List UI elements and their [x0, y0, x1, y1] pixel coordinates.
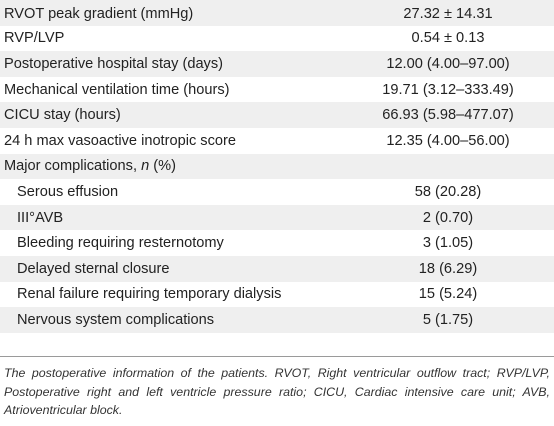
section-label-post: (%) — [149, 158, 176, 175]
row-value: 18 (6.29) — [418, 260, 478, 277]
table-bottom-rule — [0, 356, 554, 357]
row-value: 3 (1.05) — [422, 235, 474, 252]
row-label: Bleeding requiring resternotomy — [17, 235, 224, 252]
section-label-pre: Major complications, — [4, 158, 142, 175]
row-value: 27.32 ± 14.31 — [403, 6, 493, 23]
table-row: Mechanical ventilation time (hours) 19.7… — [0, 77, 554, 103]
row-label: Nervous system complications — [17, 311, 215, 328]
row-value: 0.54 ± 0.13 — [411, 30, 485, 47]
row-value: 58 (20.28) — [414, 183, 482, 200]
row-label: Postoperative hospital stay (days) — [4, 55, 224, 72]
row-value: 12.35 (4.00–56.00) — [386, 132, 510, 149]
section-label-n: n — [141, 158, 150, 175]
row-label: Renal failure requiring temporary dialys… — [17, 286, 282, 303]
row-label: III°AVB — [17, 209, 64, 226]
row-value: 12.00 (4.00–97.00) — [386, 55, 510, 72]
row-label: RVP/LVP — [4, 30, 65, 47]
table-row: CICU stay (hours) 66.93 (5.98–477.07) — [0, 102, 554, 128]
row-label: RVOT peak gradient (mmHg) — [4, 6, 194, 23]
row-value: 2 (0.70) — [422, 209, 474, 226]
table-row: Renal failure requiring temporary dialys… — [0, 282, 554, 308]
table-row: Delayed sternal closure 18 (6.29) — [0, 255, 554, 282]
row-label: Serous effusion — [17, 183, 119, 200]
table-row-section-header: Major complications, n (%) — [0, 153, 554, 180]
table-row: RVP/LVP 0.54 ± 0.13 — [0, 26, 554, 52]
row-label: 24 h max vasoactive inotropic score — [4, 132, 236, 149]
row-label: Mechanical ventilation time (hours) — [4, 81, 230, 98]
table-row: III°AVB 2 (0.70) — [0, 204, 554, 231]
section-label: Major complications, n (%) — [0, 154, 342, 180]
table-caption: The postoperative information of the pat… — [4, 366, 550, 417]
row-value: 15 (5.24) — [418, 286, 478, 303]
postoperative-table: RVOT peak gradient (mmHg) 27.32 ± 14.31 … — [0, 0, 554, 333]
table-row: Bleeding requiring resternotomy 3 (1.05) — [0, 230, 554, 256]
table-row: Postoperative hospital stay (days) 12.00… — [0, 51, 554, 77]
row-value: 66.93 (5.98–477.07) — [382, 107, 514, 124]
table-row: 24 h max vasoactive inotropic score 12.3… — [0, 128, 554, 154]
row-value: 5 (1.75) — [422, 311, 474, 328]
row-label: CICU stay (hours) — [4, 107, 121, 124]
table-row: Nervous system complications 5 (1.75) — [0, 307, 554, 333]
row-value — [342, 154, 554, 180]
row-label: Delayed sternal closure — [17, 260, 170, 277]
table-row: RVOT peak gradient (mmHg) 27.32 ± 14.31 — [0, 0, 554, 26]
table-row: Serous effusion 58 (20.28) — [0, 179, 554, 205]
row-value: 19.71 (3.12–333.49) — [382, 81, 514, 98]
